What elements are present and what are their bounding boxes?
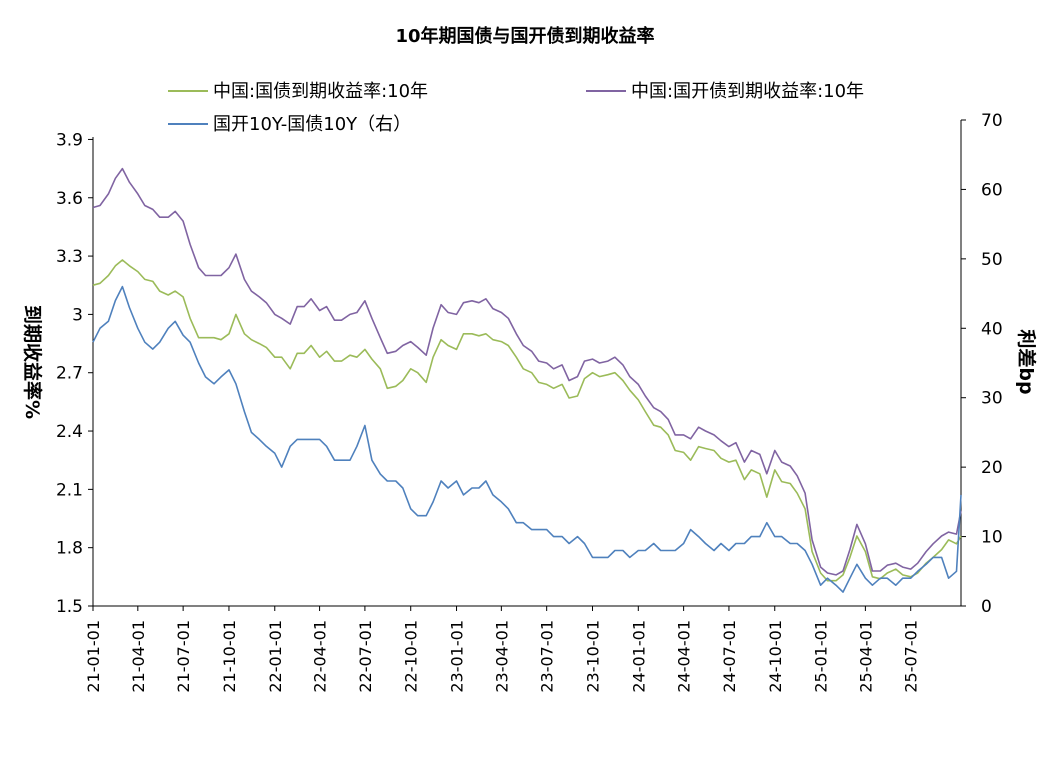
left-y-tick-label: 3.3: [56, 247, 83, 267]
x-tick-label: 23-10-01: [583, 620, 602, 693]
x-tick-label: 23-04-01: [492, 620, 511, 693]
left-y-tick-label: 2.4: [56, 422, 83, 442]
right-y-tick-label: 40: [981, 319, 1003, 339]
left-y-ticks: 1.5 1.8 2.1 2.4 2.7 3 3.3 3.6 3.9: [56, 130, 93, 617]
x-tick-label: 24-04-01: [675, 620, 694, 693]
right-y-ticks: 0 10 20 30 40 50 60 70: [961, 111, 1003, 617]
x-tick-label: 21-07-01: [174, 620, 193, 693]
left-y-tick-label: 3.9: [56, 130, 83, 150]
right-y-tick-label: 30: [981, 389, 1003, 409]
x-tick-label: 22-07-01: [356, 620, 375, 693]
legend-label-2: 国开10Y-国债10Y（右）: [213, 114, 411, 135]
right-y-tick-label: 50: [981, 250, 1003, 270]
right-y-tick-label: 60: [981, 180, 1003, 200]
axes: [92, 120, 962, 607]
x-tick-label: 21-10-01: [220, 620, 239, 693]
right-y-tick-label: 70: [981, 111, 1003, 131]
right-y-tick-label: 0: [981, 597, 992, 617]
chart-title: 10年期国债与国开债到期收益率: [395, 25, 654, 47]
left-y-tick-label: 2.7: [56, 364, 83, 384]
x-tick-label: 21-01-01: [84, 620, 103, 693]
legend-label-1: 中国:国开债到期收益率:10年: [631, 81, 864, 102]
legend-label-0: 中国:国债到期收益率:10年: [213, 81, 428, 102]
x-tick-label: 25-04-01: [856, 620, 875, 693]
x-tick-label: 25-01-01: [812, 620, 831, 693]
left-y-tick-label: 3: [72, 305, 83, 325]
x-tick-label: 24-07-01: [720, 620, 739, 693]
series-lines: [92, 167, 962, 593]
x-tick-label: 22-04-01: [311, 620, 330, 693]
x-tick-label: 23-07-01: [538, 620, 557, 693]
x-tick-label: 25-07-01: [902, 620, 921, 693]
x-tick-label: 24-10-01: [766, 620, 785, 693]
right-y-tick-label: 20: [981, 458, 1003, 478]
x-tick-label: 21-04-01: [129, 620, 148, 693]
series-line-0: [92, 259, 962, 582]
right-axis-title: 利差bp: [1015, 329, 1038, 394]
x-ticks: 21-01-01 21-04-01 21-07-01 21-10-01 22-01-01…: [84, 606, 921, 693]
left-axis-title: 到期收益率%: [21, 305, 44, 419]
x-tick-label: 23-01-01: [448, 620, 467, 693]
series-line-1: [92, 167, 962, 576]
left-y-tick-label: 3.6: [56, 189, 83, 209]
x-tick-label: 22-10-01: [402, 620, 421, 693]
left-y-tick-label: 2.1: [56, 480, 83, 500]
left-y-tick-label: 1.8: [56, 539, 83, 559]
right-y-tick-label: 10: [981, 528, 1003, 548]
x-tick-label: 22-01-01: [266, 620, 285, 693]
left-y-tick-label: 1.5: [56, 597, 83, 617]
legend: 中国:国债到期收益率:10年 中国:国开债到期收益率:10年国开10Y-国债10Y…: [168, 81, 864, 135]
x-tick-label: 24-01-01: [629, 620, 648, 693]
series-line-2: [92, 285, 962, 593]
